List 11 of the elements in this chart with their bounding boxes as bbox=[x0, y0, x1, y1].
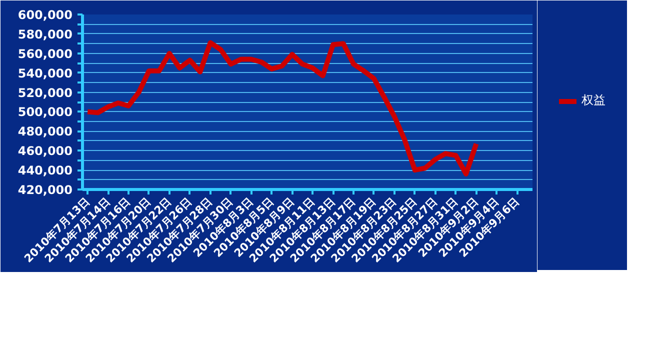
legend-label: 权益 bbox=[582, 92, 606, 109]
y-tick-label: 460,000 bbox=[18, 144, 72, 158]
y-tick-label: 500,000 bbox=[18, 105, 72, 120]
y-tick-label: 420,000 bbox=[18, 183, 72, 197]
y-tick-label: 560,000 bbox=[18, 46, 72, 61]
y-tick-label: 580,000 bbox=[18, 27, 72, 42]
y-tick-label: 440,000 bbox=[18, 164, 72, 178]
y-tick-label: 480,000 bbox=[18, 124, 72, 139]
y-tick-label: 600,000 bbox=[18, 8, 72, 22]
y-tick-label: 540,000 bbox=[18, 66, 72, 80]
y-tick-label: 520,000 bbox=[18, 86, 72, 100]
